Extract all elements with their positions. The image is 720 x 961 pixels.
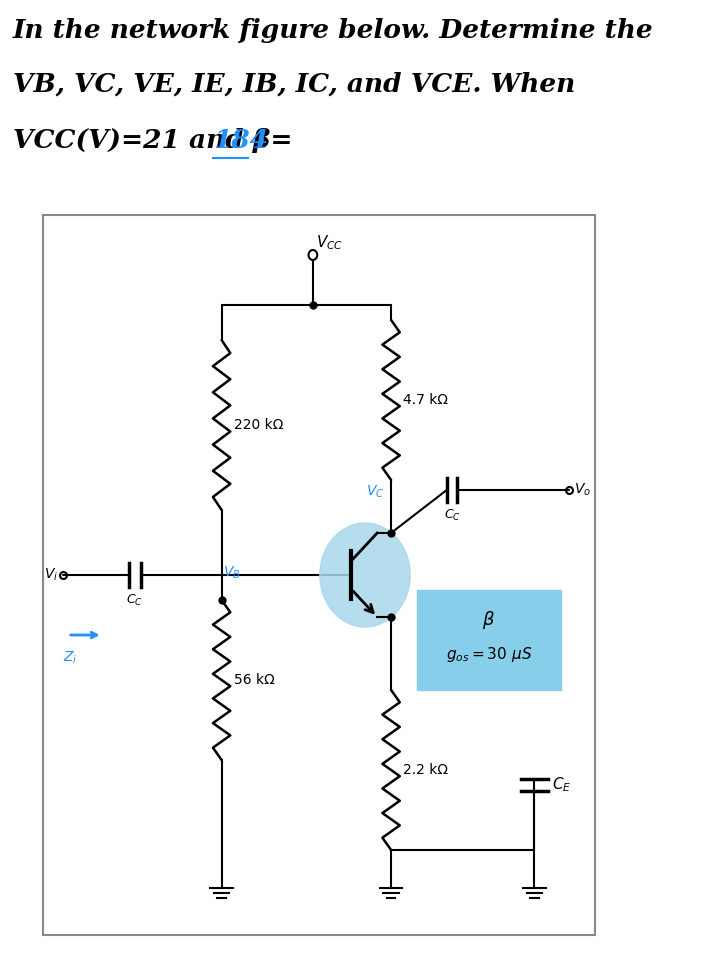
- Text: $V_C$: $V_C$: [366, 483, 384, 500]
- Text: VB, VC, VE, IE, IB, IC, and VCE. When: VB, VC, VE, IE, IB, IC, and VCE. When: [13, 72, 575, 97]
- Text: In the network figure below. Determine the: In the network figure below. Determine t…: [13, 18, 654, 43]
- FancyBboxPatch shape: [417, 590, 561, 690]
- Text: $V_{CC}$: $V_{CC}$: [316, 233, 343, 252]
- Text: 56 kΩ: 56 kΩ: [234, 673, 274, 687]
- Text: $\beta$: $\beta$: [482, 609, 495, 631]
- Text: $C_E$: $C_E$: [552, 776, 571, 795]
- Text: $Z_i$: $Z_i$: [63, 650, 77, 666]
- Text: VCC(V)=21 and β=: VCC(V)=21 and β=: [13, 128, 292, 153]
- Text: 4.7 kΩ: 4.7 kΩ: [403, 393, 449, 407]
- Text: $g_{os}=30\ \mu S$: $g_{os}=30\ \mu S$: [446, 646, 532, 664]
- Text: $V_B$: $V_B$: [223, 565, 241, 581]
- Text: 2.2 kΩ: 2.2 kΩ: [403, 763, 449, 777]
- Text: $V_o$: $V_o$: [574, 481, 590, 498]
- Text: $V_i$: $V_i$: [44, 567, 58, 583]
- Text: $C_C$: $C_C$: [444, 508, 460, 523]
- Text: 184: 184: [213, 128, 268, 153]
- Circle shape: [320, 523, 410, 627]
- Text: $C_C$: $C_C$: [126, 593, 143, 608]
- Bar: [43, 215, 595, 935]
- Text: 220 kΩ: 220 kΩ: [234, 418, 283, 432]
